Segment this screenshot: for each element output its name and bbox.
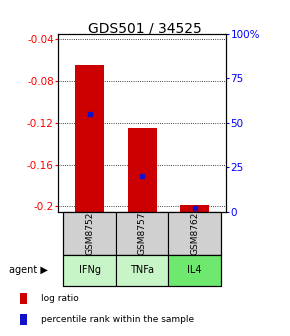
- Text: agent ▶: agent ▶: [9, 265, 48, 276]
- Text: IFNg: IFNg: [79, 265, 101, 276]
- Bar: [116, 255, 168, 286]
- Text: GDS501 / 34525: GDS501 / 34525: [88, 22, 202, 36]
- Bar: [168, 212, 221, 255]
- Text: TNFa: TNFa: [130, 265, 154, 276]
- Text: GSM8762: GSM8762: [190, 212, 199, 255]
- Bar: [20, 293, 27, 304]
- Bar: [128, 128, 157, 212]
- Text: log ratio: log ratio: [41, 294, 79, 303]
- Bar: [63, 212, 116, 255]
- Text: GSM8752: GSM8752: [85, 212, 94, 255]
- Bar: [75, 65, 104, 212]
- Text: GSM8757: GSM8757: [137, 212, 147, 255]
- Bar: [168, 255, 221, 286]
- Bar: [180, 205, 209, 212]
- Bar: [63, 255, 116, 286]
- Text: percentile rank within the sample: percentile rank within the sample: [41, 315, 194, 324]
- Bar: [116, 212, 168, 255]
- Text: IL4: IL4: [187, 265, 202, 276]
- Bar: [20, 314, 27, 325]
